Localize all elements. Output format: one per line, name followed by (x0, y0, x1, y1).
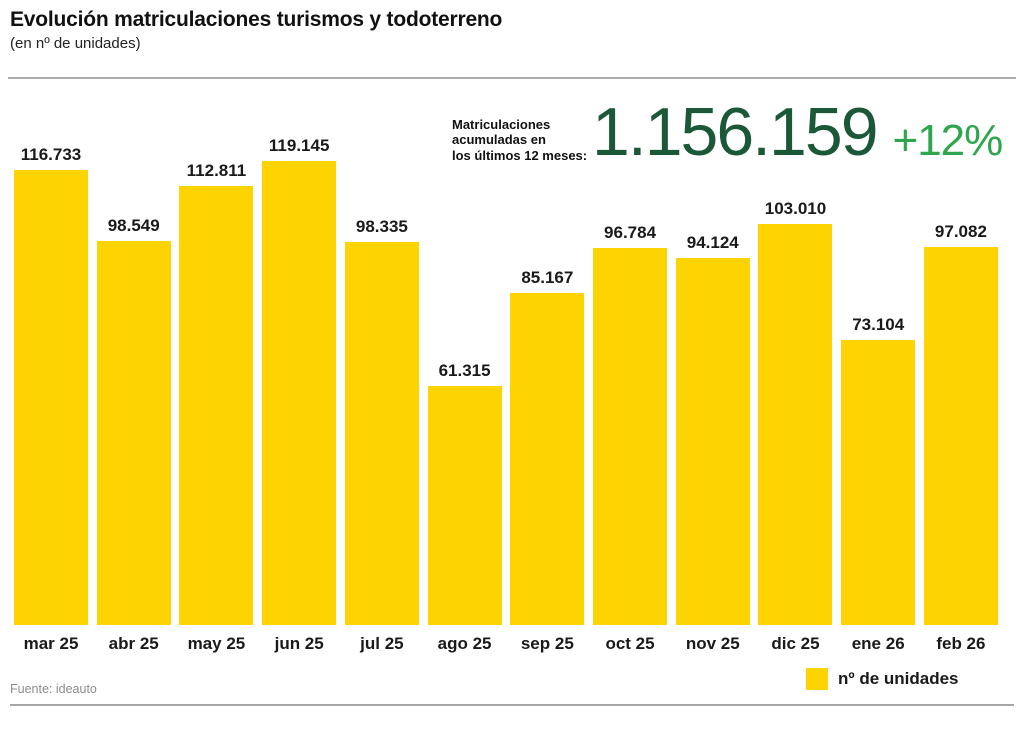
bar-column: 61.315 ago 25 (427, 90, 502, 657)
bar-value-label: 73.104 (852, 315, 905, 334)
bar (344, 242, 419, 625)
bar-column: 98.549 abr 25 (96, 90, 171, 657)
x-axis-label: nov 25 (685, 634, 740, 653)
x-axis-label: may 25 (187, 634, 246, 653)
bar (675, 258, 750, 625)
bar-value-label: 96.784 (604, 223, 657, 242)
x-axis-label: sep 25 (520, 634, 574, 653)
header-divider (8, 77, 1016, 79)
bar-column: 103.010 dic 25 (758, 90, 833, 657)
bar-column: 112.811 may 25 (179, 90, 254, 657)
source-credit: Fuente: ideauto (10, 682, 97, 696)
accumulated-totals: 1.156.159 +12% (592, 94, 1004, 170)
x-axis-label: dic 25 (771, 634, 820, 653)
bar (923, 247, 998, 625)
bar-column: 116.733 mar 25 (14, 90, 88, 657)
chart-subtitle: (en nº de unidades) (10, 35, 141, 52)
x-axis-label: abr 25 (108, 634, 159, 653)
bar-value-label: 61.315 (438, 361, 491, 380)
bar-value-label: 98.335 (355, 217, 408, 236)
bar-column: 85.167 sep 25 (510, 90, 585, 657)
x-axis-label: jun 25 (274, 634, 324, 653)
bar-value-label: 116.733 (20, 145, 82, 164)
bar-column: 98.335 jul 25 (344, 90, 419, 657)
bar-column: 97.082 feb 26 (923, 90, 998, 657)
bar-value-label: 85.167 (521, 268, 574, 287)
legend: nº de unidades (806, 668, 959, 690)
bar-column: 96.784 oct 25 (593, 90, 668, 657)
bar (179, 186, 254, 625)
footer-divider (10, 704, 1014, 706)
bar-value-label: 103.010 (764, 199, 827, 218)
header: Evolución matriculaciones turismos y tod… (10, 8, 502, 52)
bar (758, 224, 833, 625)
x-axis-label: feb 26 (936, 634, 986, 653)
bar (14, 170, 88, 625)
chart-title: Evolución matriculaciones turismos y tod… (10, 8, 503, 31)
bar (427, 386, 502, 625)
x-axis-label: ago 25 (437, 634, 492, 653)
legend-color-swatch (806, 668, 828, 690)
x-axis-label: mar 25 (23, 634, 79, 653)
x-axis-label: ene 26 (851, 634, 905, 653)
bar-column: 94.124 nov 25 (675, 90, 750, 657)
bar-value-label: 97.082 (934, 222, 987, 241)
bar-column: 73.104 ene 26 (841, 90, 916, 657)
bar (841, 340, 916, 625)
bar-value-label: 119.145 (268, 136, 330, 155)
legend-label: nº de unidades (838, 669, 959, 688)
accumulated-change-percent: +12% (892, 116, 1004, 165)
bar (96, 241, 171, 625)
bar-chart: 116.733 mar 25 98.549 abr 25 112.811 may 25 11… (14, 90, 998, 657)
bar-column: 119.145 jun 25 (262, 90, 337, 657)
bar-value-label: 94.124 (686, 233, 739, 252)
accumulated-label: Matriculaciones acumuladas en los último… (452, 117, 588, 163)
accumulated-total-value: 1.156.159 (592, 94, 879, 170)
bar-value-label: 98.549 (107, 216, 160, 235)
bar (593, 248, 668, 625)
x-axis-label: jul 25 (360, 634, 404, 653)
bar-value-label: 112.811 (186, 161, 247, 180)
bar (262, 161, 337, 625)
bar (510, 293, 585, 625)
x-axis-label: oct 25 (605, 634, 655, 653)
